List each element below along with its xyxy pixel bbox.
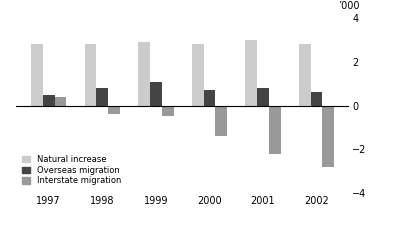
Bar (322, 106, 334, 167)
Bar (299, 44, 310, 106)
Bar (257, 88, 269, 106)
Text: ’000: ’000 (339, 1, 360, 11)
Bar (31, 44, 43, 106)
Bar (162, 106, 173, 116)
Bar (43, 95, 55, 106)
Bar (55, 97, 66, 106)
Bar (138, 42, 150, 106)
Legend: Natural increase, Overseas migration, Interstate migration: Natural increase, Overseas migration, In… (20, 153, 123, 187)
Bar (204, 90, 215, 106)
Bar (192, 44, 204, 106)
Bar (108, 106, 120, 114)
Bar (245, 40, 257, 106)
Bar (310, 92, 322, 106)
Bar (96, 88, 108, 106)
Bar (85, 44, 96, 106)
Bar (269, 106, 281, 154)
Bar (150, 81, 162, 106)
Bar (215, 106, 227, 136)
